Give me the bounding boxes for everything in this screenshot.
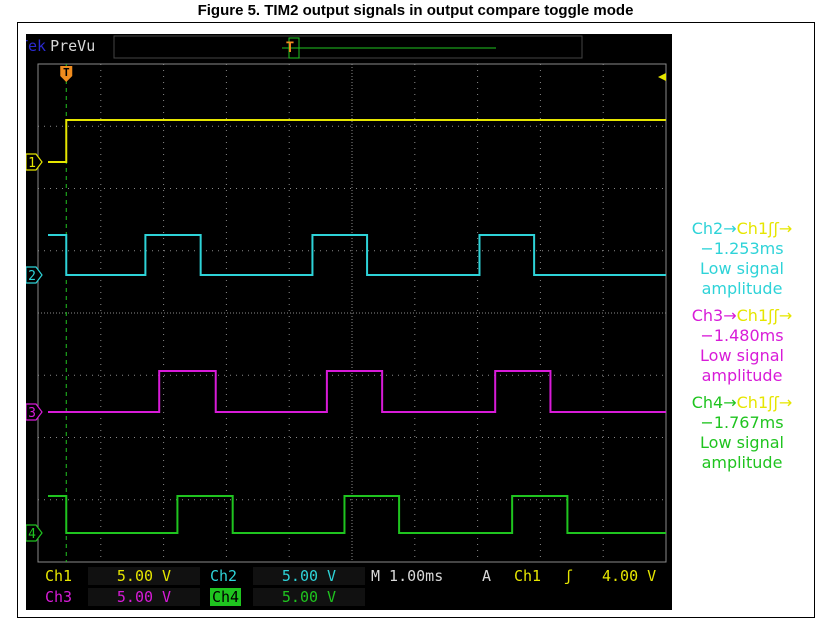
meas-source: Ch4 xyxy=(691,393,724,412)
meas-delay: −1.253ms xyxy=(700,239,784,258)
edge-icon: ʃʃ→ xyxy=(768,306,793,325)
channel-marker-label-1: 1 xyxy=(28,156,36,171)
trigger-marker-label: T xyxy=(63,66,70,79)
meas-note-line1: Low signal xyxy=(700,259,784,278)
meas-delay: −1.480ms xyxy=(700,326,784,345)
record-trigger-marker: T xyxy=(286,40,294,56)
meas-note-line1: Low signal xyxy=(700,346,784,365)
scope-status-top: TekPreVu xyxy=(26,37,95,55)
brand-fragment: Tek xyxy=(26,37,47,55)
ch3-label: Ch3 xyxy=(45,588,73,606)
waveform-ch3 xyxy=(48,370,666,413)
channel-marker-label-2: 2 xyxy=(28,269,36,284)
ch2-label: Ch2 xyxy=(210,567,238,585)
record-view-window xyxy=(288,37,300,59)
edge-icon: ʃʃ→ xyxy=(768,219,793,238)
arrow-icon: → xyxy=(723,393,737,412)
meas-reference: Ch1 xyxy=(736,306,769,325)
ch1-label: Ch1 xyxy=(45,567,73,585)
waveform-plot: T T 1 2 3 4 xyxy=(26,35,667,563)
figure-title: Figure 5. TIM2 output signals in output … xyxy=(197,2,634,19)
trigger-level: 4.00 V xyxy=(602,567,657,585)
trigger-source: Ch1 xyxy=(514,567,542,585)
record-view-bar xyxy=(113,35,583,59)
channel-marker-1 xyxy=(26,153,43,171)
timebase-readout: M 1.00ms xyxy=(371,567,444,585)
waveform-ch2 xyxy=(48,234,666,276)
ch4-scale: 5.00 V xyxy=(253,588,365,606)
trigger-slope-icon: ʃ xyxy=(564,567,574,585)
meas-reference: Ch1 xyxy=(736,219,769,238)
ch1-scale: 5.00 V xyxy=(88,567,200,585)
arrow-icon: → xyxy=(723,306,737,325)
measurement-ch4: Ch4→Ch1ʃʃ→ −1.767ms Low signal amplitude xyxy=(672,393,812,473)
channel-marker-label-4: 4 xyxy=(28,527,36,542)
ch4-label: Ch4 xyxy=(210,588,242,606)
measurement-ch3: Ch3→Ch1ʃʃ→ −1.480ms Low signal amplitude xyxy=(672,306,812,386)
edge-icon: ʃʃ→ xyxy=(768,393,793,412)
waveform-ch4 xyxy=(48,495,666,534)
meas-reference: Ch1 xyxy=(736,393,769,412)
ch2-scale: 5.00 V xyxy=(253,567,365,585)
acquisition-mode: PreVu xyxy=(50,37,96,55)
meas-note-line2: amplitude xyxy=(701,279,783,298)
meas-note-line2: amplitude xyxy=(701,453,783,472)
trigger-mode: A xyxy=(482,567,492,585)
channel-marker-label-3: 3 xyxy=(28,406,36,421)
meas-note-line2: amplitude xyxy=(701,366,783,385)
ch3-scale: 5.00 V xyxy=(88,588,200,606)
meas-delay: −1.767ms xyxy=(700,413,784,432)
channel-marker-4 xyxy=(26,524,43,542)
measurement-ch2: Ch2→Ch1ʃʃ→ −1.253ms Low signal amplitude xyxy=(672,219,812,299)
meas-note-line1: Low signal xyxy=(700,433,784,452)
trigger-marker-icon xyxy=(60,66,73,82)
meas-source: Ch3 xyxy=(691,306,724,325)
channel-marker-2 xyxy=(26,266,43,284)
meas-source: Ch2 xyxy=(691,219,724,238)
channel-marker-3 xyxy=(26,403,43,421)
waveform-ch1 xyxy=(48,119,666,163)
trigger-level-icon xyxy=(658,73,666,81)
arrow-icon: → xyxy=(723,219,737,238)
oscilloscope-screen: TekPreVu T T 1 2 3 4 Ch1 5.00 V Ch2 5.00 V M … xyxy=(26,34,672,610)
